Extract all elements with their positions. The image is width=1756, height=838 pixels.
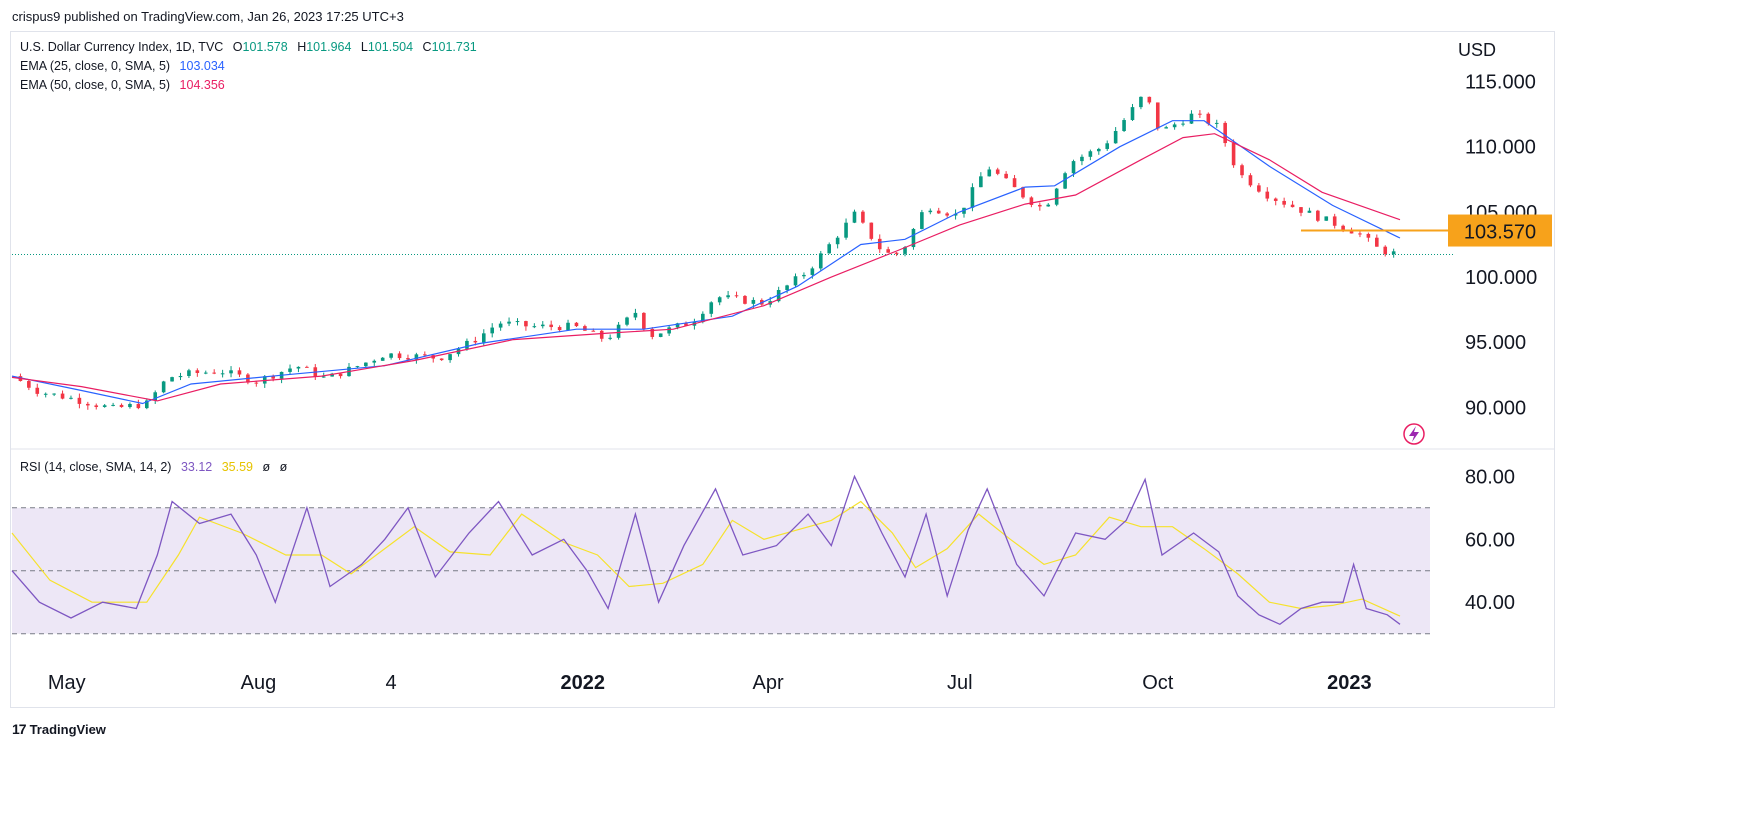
ema25-value: 103.034 — [179, 59, 225, 73]
chart-frame — [10, 31, 1555, 708]
ema50-legend[interactable]: EMA (50, close, 0, SMA, 5) 104.356 — [20, 78, 225, 92]
tradingview-logo-icon: 17 — [12, 721, 27, 737]
symbol-name[interactable]: U.S. Dollar Currency Index, 1D, TVC — [20, 40, 224, 54]
ohlc-legend: U.S. Dollar Currency Index, 1D, TVC O101… — [20, 40, 477, 54]
low-value: 101.504 — [367, 40, 414, 54]
rsi-ma-value: 35.59 — [221, 460, 253, 474]
rsi-value: 33.12 — [180, 460, 213, 474]
open-value: 101.578 — [242, 40, 288, 54]
close-value: 101.731 — [431, 40, 477, 54]
publish-info: crispus9 published on TradingView.com, J… — [12, 9, 404, 24]
tradingview-footer[interactable]: 17 TradingView — [12, 721, 106, 737]
tradingview-brand: TradingView — [29, 721, 106, 737]
rsi-legend[interactable]: RSI (14, close, SMA, 14, 2) 33.12 35.59 … — [20, 460, 288, 474]
ema50-value: 104.356 — [179, 78, 225, 92]
ema25-legend[interactable]: EMA (25, close, 0, SMA, 5) 103.034 — [20, 59, 225, 73]
high-value: 101.964 — [306, 40, 352, 54]
